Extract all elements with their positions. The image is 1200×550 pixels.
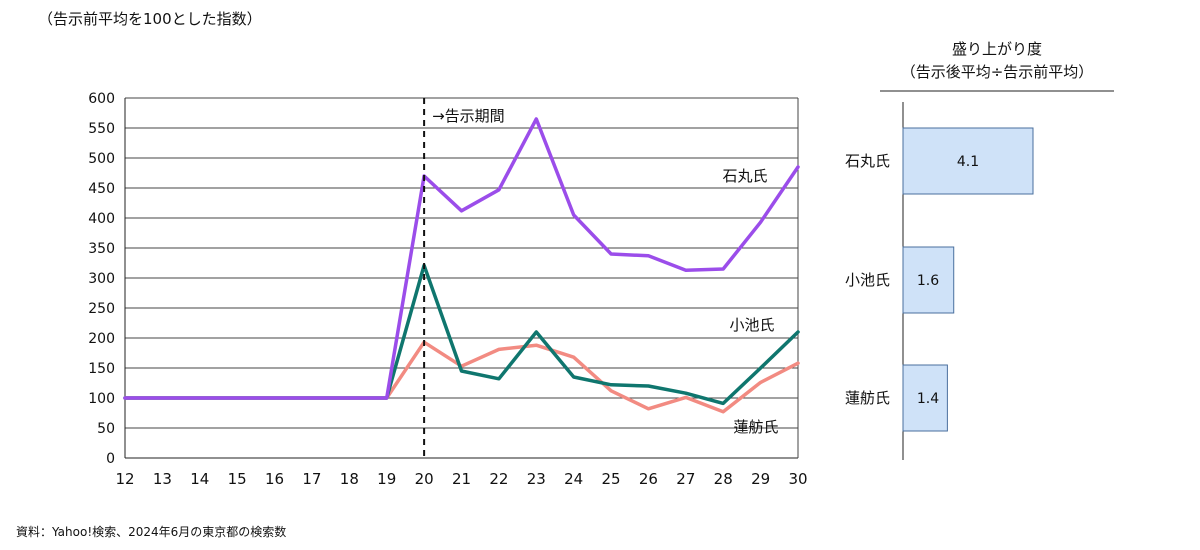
- bar: [902, 364, 948, 432]
- x-tick-label: 12: [115, 470, 134, 488]
- x-tick-label: 13: [153, 470, 172, 488]
- x-tick-label: 27: [676, 470, 695, 488]
- x-tick-label: 23: [527, 470, 546, 488]
- bar-chart-subtitle: （告示後平均÷告示前平均）: [901, 63, 1094, 81]
- series-label: 石丸氏: [722, 167, 767, 185]
- y-tick-label: 0: [106, 451, 115, 467]
- bar-category-label: 蓮舫氏: [845, 389, 890, 407]
- y-tick-label: 200: [88, 331, 115, 347]
- announcement-label: →告示期間: [432, 107, 505, 125]
- bars: 4.1 石丸氏 1.6 小池氏 1.4 蓮舫氏: [845, 127, 1034, 432]
- chart-subtitle: （告示前平均を100とした指数）: [38, 10, 262, 28]
- y-axis-ticks: 0 50 100 150 200 250 300 350 400 450 500 550 600: [88, 91, 115, 467]
- bar-category-label: 石丸氏: [845, 152, 890, 170]
- x-tick-label: 22: [489, 470, 508, 488]
- bar-chart-title: 盛り上がり度: [952, 40, 1042, 58]
- y-tick-label: 450: [88, 181, 115, 197]
- x-tick-label: 16: [265, 470, 284, 488]
- y-tick-label: 150: [88, 361, 115, 377]
- y-tick-label: 400: [88, 211, 115, 227]
- series-lines: [123, 117, 800, 414]
- y-tick-label: 100: [88, 391, 115, 407]
- source-note: 資料：Yahoo!検索、2024年6月の東京都の検索数: [16, 525, 287, 539]
- x-tick-label: 18: [340, 470, 359, 488]
- bar-category-label: 小池氏: [845, 271, 890, 289]
- x-tick-label: 24: [564, 470, 583, 488]
- bar-value-label: 4.1: [957, 154, 979, 170]
- x-tick-label: 28: [714, 470, 733, 488]
- bar: [902, 246, 955, 314]
- series-label: 蓮舫氏: [733, 418, 778, 436]
- x-tick-label: 21: [452, 470, 471, 488]
- x-tick-label: 17: [302, 470, 321, 488]
- x-tick-label: 29: [751, 470, 770, 488]
- series-label: 小池氏: [729, 316, 774, 334]
- x-tick-label: 14: [190, 470, 209, 488]
- x-tick-label: 15: [228, 470, 247, 488]
- bar-value-label: 1.6: [917, 273, 939, 289]
- y-tick-label: 600: [88, 91, 115, 107]
- y-tick-label: 50: [97, 421, 115, 437]
- x-tick-label: 30: [788, 470, 807, 488]
- x-tick-label: 26: [639, 470, 658, 488]
- series-line-1: [123, 117, 800, 400]
- y-tick-label: 350: [88, 241, 115, 257]
- y-tick-label: 500: [88, 151, 115, 167]
- bar-value-label: 1.4: [917, 391, 939, 407]
- y-tick-label: 550: [88, 121, 115, 137]
- y-tick-label: 300: [88, 271, 115, 287]
- bar: [902, 127, 1034, 195]
- x-axis-ticks: 12 13 14 15 16 17 18 19 20 21 22 23 24 25 26 27 28 29 30: [115, 470, 807, 488]
- x-tick-label: 25: [602, 470, 621, 488]
- x-tick-label: 19: [377, 470, 396, 488]
- y-tick-label: 250: [88, 301, 115, 317]
- x-tick-label: 20: [415, 470, 434, 488]
